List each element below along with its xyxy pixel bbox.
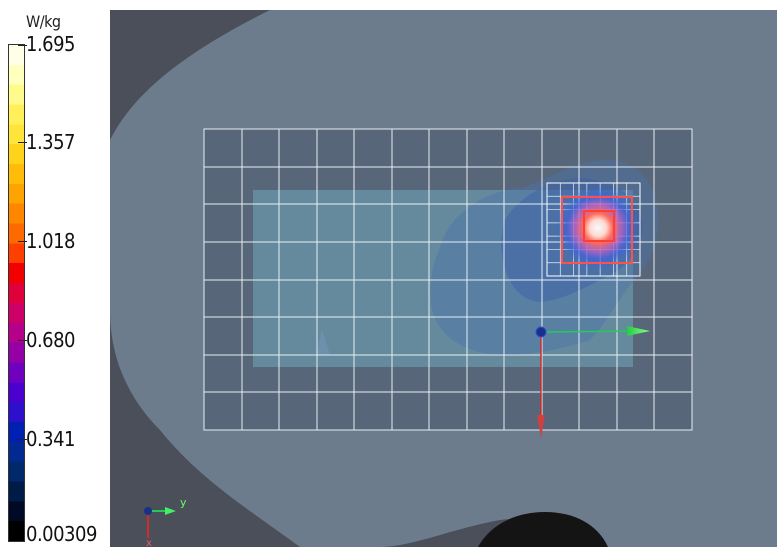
tick-label: 0.680 (26, 328, 76, 352)
zoom-scan-box (546, 182, 641, 277)
orientation-triad: y x (144, 496, 187, 547)
tick-mark (18, 142, 27, 143)
color-scale-bar (8, 44, 25, 542)
tick-mark (18, 439, 27, 440)
device-axis-y (541, 330, 641, 333)
tick-label: 1.357 (26, 130, 76, 154)
triad-y-label: y (180, 496, 187, 509)
zoom-outer-box (561, 196, 633, 264)
3d-viewport[interactable]: y x (110, 10, 777, 547)
sar-artifact (316, 330, 330, 355)
tick-label-max: 1.695 (26, 32, 76, 56)
device-axis-y-arrow (627, 326, 650, 336)
sar-scene: y x (110, 10, 777, 547)
device-axis-x-arrow (537, 415, 545, 438)
tick-mark (18, 45, 27, 46)
tick-label-min: 0.00309 (26, 522, 97, 546)
device-origin (535, 326, 547, 338)
legend-unit-label: W/kg (26, 12, 61, 31)
tick-label: 1.018 (26, 229, 76, 253)
coarse-grid (203, 128, 693, 431)
tick-mark (18, 340, 27, 341)
sar-hotspot (556, 186, 640, 270)
zoom-inner-box (583, 210, 615, 242)
color-scale-legend: W/kg 1.695 1.357 1.018 0.680 0.341 0.003… (0, 0, 110, 547)
tick-mark (18, 241, 27, 242)
phantom-shadow (478, 512, 608, 547)
triad-x-label: x (146, 538, 152, 547)
tick-label: 0.341 (26, 427, 76, 451)
